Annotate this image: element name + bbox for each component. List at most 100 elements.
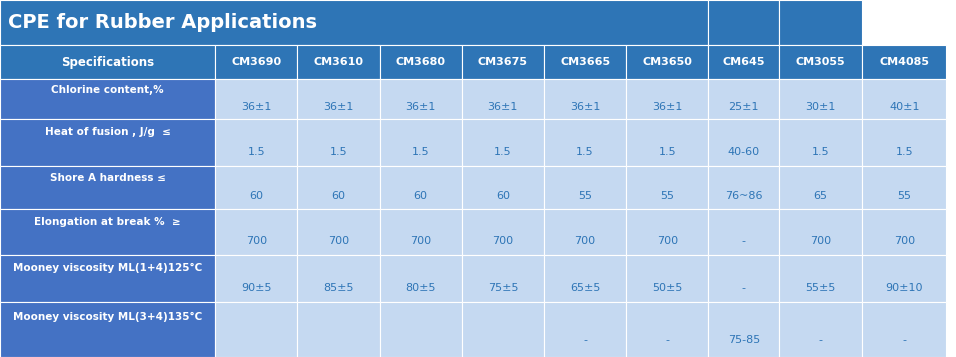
Bar <box>215 302 297 357</box>
Bar <box>544 209 626 255</box>
Bar <box>626 79 708 119</box>
Text: CM3650: CM3650 <box>642 57 692 67</box>
Text: 700: 700 <box>492 236 513 246</box>
Bar <box>779 119 862 166</box>
Text: 55: 55 <box>578 191 592 201</box>
Text: CM645: CM645 <box>723 57 765 67</box>
Text: -: - <box>818 336 823 346</box>
Text: 50±5: 50±5 <box>652 283 683 293</box>
Bar <box>708 79 779 119</box>
Bar <box>380 45 462 79</box>
Text: CM3675: CM3675 <box>478 57 528 67</box>
Bar <box>626 119 708 166</box>
Bar <box>297 45 380 79</box>
Bar <box>215 209 297 255</box>
Text: 1.5: 1.5 <box>576 147 594 157</box>
Text: 65: 65 <box>814 191 828 201</box>
Bar <box>626 166 708 209</box>
Bar <box>380 119 462 166</box>
Bar <box>0 119 215 166</box>
Bar <box>0 79 215 119</box>
Bar <box>297 119 380 166</box>
Text: -: - <box>583 336 587 346</box>
Bar <box>862 45 946 79</box>
Text: 75-85: 75-85 <box>728 336 760 346</box>
Bar <box>862 166 946 209</box>
Text: 1.5: 1.5 <box>896 147 913 157</box>
Text: Heat of fusion , J/g  ≤: Heat of fusion , J/g ≤ <box>45 127 170 137</box>
Bar <box>462 45 544 79</box>
Text: CM3055: CM3055 <box>796 57 845 67</box>
Text: CM3690: CM3690 <box>231 57 281 67</box>
Text: 1.5: 1.5 <box>330 147 347 157</box>
Text: 80±5: 80±5 <box>405 283 436 293</box>
Text: 36±1: 36±1 <box>488 102 518 112</box>
Bar <box>544 302 626 357</box>
Text: 36±1: 36±1 <box>241 102 272 112</box>
Bar <box>779 0 862 45</box>
Text: 700: 700 <box>328 236 349 246</box>
Text: CPE for Rubber Applications: CPE for Rubber Applications <box>8 13 316 32</box>
Text: 75±5: 75±5 <box>488 283 518 293</box>
Bar <box>708 119 779 166</box>
Text: CM3680: CM3680 <box>396 57 445 67</box>
Text: 700: 700 <box>657 236 678 246</box>
Bar <box>779 166 862 209</box>
Bar <box>544 79 626 119</box>
Text: 60: 60 <box>414 191 427 201</box>
Bar <box>544 166 626 209</box>
Text: 700: 700 <box>810 236 832 246</box>
Text: 60: 60 <box>250 191 263 201</box>
Text: 700: 700 <box>894 236 915 246</box>
Text: CM3665: CM3665 <box>560 57 610 67</box>
Text: 55±5: 55±5 <box>806 283 836 293</box>
Bar <box>380 255 462 302</box>
Text: 700: 700 <box>575 236 596 246</box>
Bar <box>380 79 462 119</box>
Bar <box>708 45 779 79</box>
Text: 36±1: 36±1 <box>652 102 683 112</box>
Bar <box>779 79 862 119</box>
Bar <box>626 45 708 79</box>
Text: 1.5: 1.5 <box>412 147 429 157</box>
Text: Chlorine content,%: Chlorine content,% <box>52 85 163 95</box>
Bar <box>462 79 544 119</box>
Bar <box>708 209 779 255</box>
Text: Shore A hardness ≤: Shore A hardness ≤ <box>50 173 165 183</box>
Bar <box>297 255 380 302</box>
Bar <box>626 302 708 357</box>
Bar <box>297 79 380 119</box>
Bar <box>462 255 544 302</box>
Bar <box>462 119 544 166</box>
Bar <box>215 255 297 302</box>
Bar <box>215 166 297 209</box>
Text: 60: 60 <box>332 191 345 201</box>
Text: 30±1: 30±1 <box>806 102 836 112</box>
Bar <box>215 79 297 119</box>
Bar <box>862 255 946 302</box>
Text: 1.5: 1.5 <box>248 147 265 157</box>
Bar <box>380 209 462 255</box>
Bar <box>779 302 862 357</box>
Text: 1.5: 1.5 <box>494 147 511 157</box>
Bar <box>708 255 779 302</box>
Bar <box>779 255 862 302</box>
Text: 65±5: 65±5 <box>570 283 600 293</box>
Text: -: - <box>902 336 906 346</box>
Text: 700: 700 <box>410 236 431 246</box>
Text: 55: 55 <box>898 191 911 201</box>
Text: 25±1: 25±1 <box>728 102 759 112</box>
Text: 55: 55 <box>661 191 674 201</box>
Text: -: - <box>742 236 746 246</box>
Bar <box>380 166 462 209</box>
Bar <box>862 119 946 166</box>
Text: 60: 60 <box>496 191 510 201</box>
Bar <box>708 0 779 45</box>
Text: CM4085: CM4085 <box>880 57 929 67</box>
Bar <box>708 166 779 209</box>
Text: 40-60: 40-60 <box>728 147 760 157</box>
Text: Mooney viscosity ML(3+4)135°C: Mooney viscosity ML(3+4)135°C <box>13 312 202 322</box>
Bar <box>0 209 215 255</box>
Bar <box>0 45 215 79</box>
Bar <box>462 166 544 209</box>
